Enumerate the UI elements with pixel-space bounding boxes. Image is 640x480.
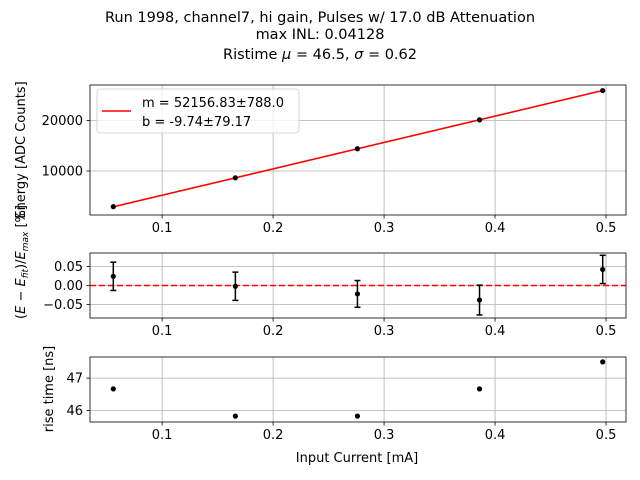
title-line-3-prefix: Ristime: [223, 47, 282, 63]
x-tick-label: 0.3: [374, 324, 395, 339]
data-point: [476, 297, 483, 303]
title-mu-symbol: μ: [281, 47, 291, 63]
data-point: [232, 175, 238, 181]
legend-box: [96, 88, 300, 134]
energy-axes-frame: [89, 84, 627, 216]
residual-ticks: 0.1 0.2 0.3 0.4 0.5 −0.05 0.00 0.05: [43, 260, 616, 339]
legend-slope-text: m = 52156.83±788.0: [142, 96, 284, 111]
x-tick-label: 0.4: [485, 428, 506, 443]
data-point: [110, 386, 116, 392]
energy-ticks: 0.1 0.2 0.3 0.4 0.5 10000 20000: [42, 114, 617, 236]
data-point: [232, 283, 238, 289]
x-tick-label: 0.5: [596, 221, 617, 236]
data-point: [600, 266, 606, 273]
y-tick-label: 47: [66, 372, 83, 387]
x-tick-label: 0.4: [485, 221, 506, 236]
residual-ylabel: (E − Efit)/Emax [%]: [14, 205, 31, 319]
y-tick-label: 0.05: [54, 260, 83, 275]
rise-time-grid: [90, 357, 626, 422]
x-tick-label: 0.2: [263, 428, 284, 443]
title-line-3-mid: = 46.5,: [291, 47, 354, 63]
y-tick-label: 20000: [42, 114, 83, 129]
rise-time-axes-frame: [89, 356, 627, 423]
x-tick-label: 0.1: [152, 324, 173, 339]
data-point: [476, 117, 483, 123]
y-tick-label: 46: [66, 404, 83, 419]
title-line-3-suffix: = 0.62: [363, 47, 417, 63]
x-tick-label: 0.2: [263, 221, 284, 236]
rise-time-points: [110, 359, 606, 419]
rise-time-panel: 0.1 0.2 0.3 0.4 0.5 46 47 rise time [ns]: [42, 346, 627, 443]
data-point: [476, 386, 483, 392]
data-point: [110, 273, 116, 279]
title-sigma-symbol: σ: [354, 47, 364, 63]
rise-time-ticks: 0.1 0.2 0.3 0.4 0.5 46 47: [66, 372, 616, 443]
x-tick-label: 0.4: [485, 324, 506, 339]
energy-legend: m = 52156.83±788.0 b = -9.74±79.17: [96, 88, 300, 134]
title-line-1: Run 1998, channel7, hi gain, Pulses w/ 1…: [105, 10, 535, 26]
data-point: [354, 146, 361, 152]
data-point: [600, 359, 606, 365]
x-tick-label: 0.5: [596, 428, 617, 443]
data-point: [354, 291, 361, 297]
title-line-3: Ristime μ = 46.5, σ = 0.62: [223, 47, 417, 63]
x-tick-label: 0.1: [152, 221, 173, 236]
y-tick-label: 0.00: [54, 279, 83, 294]
residual-points: [110, 254, 606, 316]
energy-ylabel: Energy [ADC Counts]: [14, 81, 29, 218]
legend-intercept-text: b = -9.74±79.17: [142, 115, 251, 130]
data-point: [232, 413, 238, 419]
y-tick-label: −0.05: [43, 298, 83, 313]
data-point: [354, 413, 361, 419]
energy-points: [110, 87, 606, 210]
x-tick-label: 0.3: [374, 221, 395, 236]
y-tick-label: 10000: [42, 164, 83, 179]
x-tick-label: 0.1: [152, 428, 173, 443]
x-tick-label: 0.5: [596, 324, 617, 339]
x-tick-label: 0.2: [263, 324, 284, 339]
data-point: [110, 204, 116, 210]
x-tick-label: 0.3: [374, 428, 395, 443]
title-line-2: max INL: 0.04128: [256, 27, 385, 43]
data-point: [600, 87, 606, 94]
energy-panel: 0.1 0.2 0.3 0.4 0.5 10000 20000 m = 52156.83±7…: [14, 81, 627, 236]
x-axis-label: Input Current [mA]: [296, 451, 418, 466]
rise-time-ylabel: rise time [ns]: [42, 346, 57, 433]
residual-panel: 0.1 0.2 0.3 0.4 0.5 −0.05 0.00 0.05: [43, 252, 627, 339]
